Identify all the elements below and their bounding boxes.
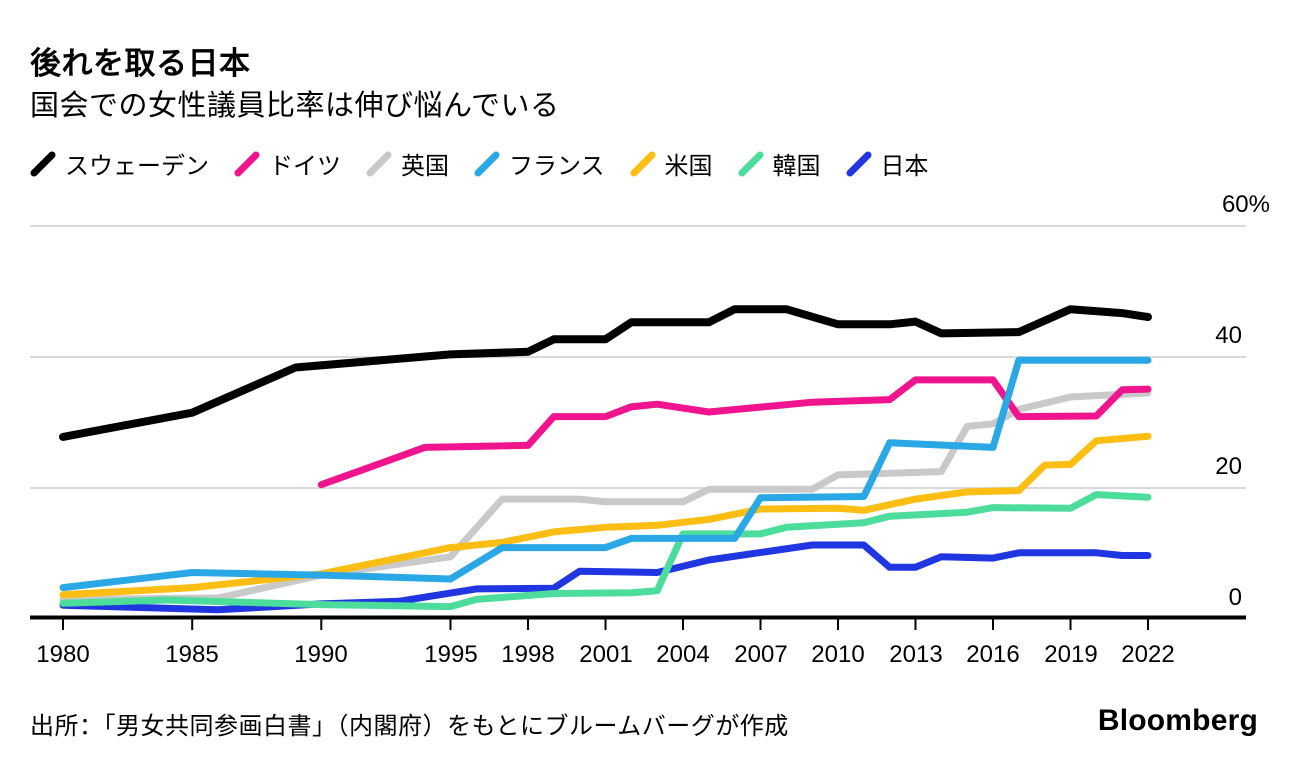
legend-swatch-line [366, 151, 392, 176]
source-note: 出所：「男女共同参画白書」（内閣府）をもとにブルームバーグが作成 [30, 713, 789, 740]
y-axis-label-40: 40 [1215, 322, 1242, 349]
x-axis-label-2010: 2010 [811, 641, 865, 668]
series-line-us [59, 432, 1152, 599]
legend-item-us: 米国 [630, 146, 713, 181]
x-axis-label-2022: 2022 [1121, 641, 1175, 668]
legend-swatch-icon [474, 151, 500, 176]
x-axis-label-2019: 2019 [1044, 641, 1098, 668]
x-axis-label-2007: 2007 [734, 641, 788, 668]
series-line-japan [59, 541, 1152, 614]
x-axis-label-1985: 1985 [165, 641, 219, 668]
legend-label-korea: 韓国 [772, 153, 821, 180]
legend-label-france: フランス [509, 153, 605, 180]
page-title: 後れを取る日本 [30, 46, 251, 81]
x-axis-label-2001: 2001 [579, 641, 633, 668]
y-axis-label-60: 60% [1221, 191, 1270, 218]
legend-swatch-line [474, 151, 500, 176]
legend-item-germany: ドイツ [234, 146, 341, 181]
legend-item-japan: 日本 [846, 146, 929, 181]
x-axis-label-2004: 2004 [656, 641, 710, 668]
series-line-france [59, 356, 1152, 592]
legend-swatch-icon [846, 151, 872, 176]
legend-item-uk: 英国 [366, 146, 449, 181]
x-axis-label-1980: 1980 [36, 641, 90, 668]
legend-label-us: 米国 [664, 153, 713, 180]
x-axis-label-2013: 2013 [889, 641, 943, 668]
x-axis-label-1995: 1995 [424, 641, 478, 668]
legend-swatch-line [630, 151, 656, 176]
y-axis-label-20: 20 [1215, 453, 1242, 480]
page-subtitle: 国会での女性議員比率は伸び悩んでいる [30, 90, 560, 122]
legend-swatch-line [234, 151, 260, 176]
bloomberg-logo: Bloomberg [1097, 704, 1258, 737]
legend-swatch-icon [630, 151, 656, 176]
chart-legend: スウェーデン ドイツ 英国 フランス 米国 韓国 日本 [30, 146, 929, 181]
y-axis-label-0: 0 [1228, 584, 1242, 611]
series-line-korea [59, 491, 1152, 611]
legend-swatch-icon [366, 151, 392, 176]
legend-item-korea: 韓国 [738, 146, 821, 181]
x-axis-label-1990: 1990 [294, 641, 348, 668]
series-line-uk [59, 389, 1152, 603]
legend-swatch-line [30, 151, 56, 176]
legend-item-sweden: スウェーデン [30, 146, 209, 181]
legend-item-france: フランス [474, 146, 605, 181]
x-axis-label-1998: 1998 [501, 641, 555, 668]
legend-label-sweden: スウェーデン [65, 153, 209, 180]
legend-swatch-icon [30, 151, 56, 176]
x-axis-label-2016: 2016 [966, 641, 1020, 668]
legend-label-japan: 日本 [880, 153, 929, 180]
legend-label-uk: 英国 [401, 153, 449, 180]
series-line-sweden [59, 305, 1152, 441]
legend-swatch-line [846, 151, 872, 176]
series-line-germany [317, 376, 1152, 489]
legend-swatch-icon [234, 151, 260, 176]
legend-label-germany: ドイツ [269, 153, 341, 180]
legend-swatch-icon [738, 151, 764, 176]
legend-swatch-line [738, 151, 764, 176]
